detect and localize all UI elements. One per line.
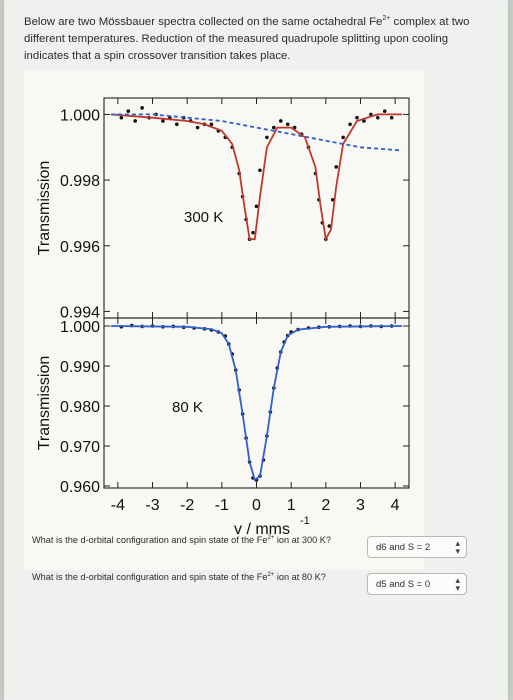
chart-panel-top: 1.000 0.998 0.996 0.994 Transmission 300 K	[36, 97, 410, 321]
data-point	[285, 122, 290, 127]
x-axis-label: v / mms	[234, 521, 290, 538]
data-point	[251, 230, 255, 235]
y-tick-label: 1.000	[60, 107, 100, 124]
y-tick-label: 0.960	[60, 479, 100, 496]
data-point	[382, 109, 387, 113]
updown-chevron-icon: ▴ ▾	[455, 575, 460, 593]
data-point	[376, 115, 380, 120]
fit-line-series-1	[110, 325, 403, 482]
question-2-answer-select[interactable]: d5 and S = 0 ▴ ▾	[367, 573, 467, 595]
data-point	[174, 122, 179, 127]
data-point	[265, 135, 269, 140]
data-point	[389, 115, 394, 120]
data-point	[272, 125, 276, 130]
x-tick-label: -3	[145, 497, 159, 514]
intro-paragraph: Below are two Mössbauer spectra collecte…	[24, 10, 484, 65]
question-2-selected-value: d5 and S = 0	[376, 578, 431, 590]
y-tick-label: 0.980	[60, 399, 100, 416]
page-sheet: Below are two Mössbauer spectra collecte…	[4, 0, 508, 700]
x-tick-label: 1	[287, 497, 296, 514]
fit-line-series-1	[110, 113, 403, 243]
x-tick-label: 3	[356, 497, 365, 514]
question-1-text: What is the d-orbital configuration and …	[32, 532, 352, 547]
x-tick-label: -2	[180, 497, 194, 514]
x-tick-label: 0	[252, 497, 261, 514]
question-2-text-end: ion at 80 K?	[274, 572, 326, 583]
y-axis-label: Transmission	[36, 161, 53, 256]
y-axis-label: Transmission	[36, 356, 53, 451]
updown-chevron-icon: ▴ ▾	[455, 538, 460, 556]
question-2-text: What is the d-orbital configuration and …	[32, 569, 352, 584]
question-1-selected-value: d6 and S = 2	[376, 541, 431, 553]
data-point	[369, 112, 373, 117]
intro-text-end: complex at two different temperatures. R…	[24, 15, 470, 62]
data-point	[133, 119, 137, 123]
y-tick-label: 0.996	[60, 239, 100, 256]
plot-frame	[103, 317, 410, 489]
y-tick-label: 1.000	[60, 319, 100, 336]
data-point	[341, 135, 345, 140]
question-1-text-start: What is the d-orbital configuration and …	[32, 535, 268, 546]
question-1-answer-select[interactable]: d6 and S = 2 ▴ ▾	[367, 536, 467, 558]
data-point	[119, 115, 124, 120]
x-tick-label: 2	[321, 497, 330, 514]
x-tick-label: 4	[391, 497, 400, 514]
data-point	[258, 168, 262, 173]
y-tick-label: 0.990	[60, 359, 100, 376]
question-1-ion-charge: 2+	[267, 535, 275, 541]
data-point	[327, 224, 332, 228]
temperature-annotation: 300 K	[184, 209, 223, 226]
ion-charge-superscript: 2+	[382, 15, 391, 22]
y-tick-label: 0.998	[60, 173, 100, 190]
y-tick-label: 0.970	[60, 439, 100, 456]
data-point	[254, 204, 259, 209]
data-point	[195, 125, 200, 130]
intro-text-start: Below are two Mössbauer spectra collecte…	[24, 15, 383, 28]
mossbauer-figure: 1.000 0.998 0.996 0.994 Transmission 300 K 1.0…	[24, 70, 424, 570]
chart-panel-bottom: 1.000 0.990 0.980 0.970 0.960 Transmission 80 …	[36, 317, 410, 538]
data-point	[362, 119, 366, 123]
data-point	[209, 122, 214, 127]
data-point	[126, 109, 131, 113]
data-point	[334, 165, 339, 169]
data-point	[355, 115, 359, 120]
fit-line-series-2	[110, 113, 403, 152]
data-point	[348, 122, 352, 127]
x-tick-label: -1	[215, 497, 229, 514]
question-2-text-start: What is the d-orbital configuration and …	[32, 572, 268, 583]
temperature-annotation: 80 K	[172, 399, 203, 416]
question-2-ion-charge: 2+	[267, 572, 275, 578]
y-tick-label: 0.994	[60, 304, 100, 321]
data-point	[140, 106, 144, 110]
data-point	[278, 119, 283, 123]
x-tick-label: -4	[111, 497, 125, 514]
question-1-text-end: ion at 300 K?	[274, 535, 331, 546]
x-axis-label-superscript: -1	[300, 515, 310, 527]
data-point	[161, 119, 165, 123]
